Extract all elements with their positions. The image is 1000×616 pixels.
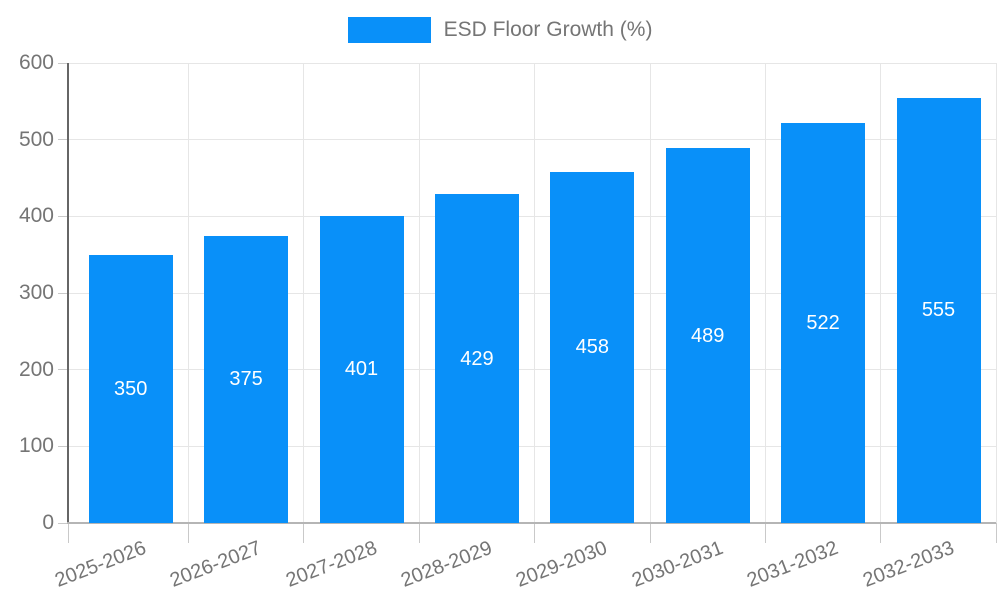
- bar-value-label: 522: [806, 311, 840, 334]
- bar: [319, 215, 404, 523]
- bar: [665, 148, 750, 523]
- y-tick-mark: [58, 445, 68, 447]
- bar: [434, 194, 519, 523]
- x-gridline: [418, 63, 420, 523]
- y-axis-tick-label: 0: [42, 511, 54, 534]
- bar-value-label: 350: [114, 377, 148, 400]
- y-gridline: [68, 215, 997, 217]
- y-gridline: [68, 139, 997, 141]
- x-tick-mark: [303, 523, 305, 543]
- y-axis-line: [67, 63, 69, 523]
- x-tick-mark: [880, 523, 882, 543]
- y-tick-mark: [58, 522, 68, 524]
- plot-area: 0 100 200 300 400 500 600 350 2025-2026 375 2026-2…: [18, 51, 997, 592]
- y-axis-tick-label: 500: [18, 127, 54, 151]
- x-gridline: [534, 63, 536, 523]
- bar-value-label: 375: [229, 368, 263, 391]
- x-gridline: [303, 63, 305, 523]
- y-axis-tick-label: 200: [18, 357, 54, 381]
- y-tick-mark: [58, 292, 68, 294]
- bar-value-label: 555: [921, 299, 956, 322]
- y-gridline: [68, 292, 997, 294]
- legend-series-label: ESD Floor Growth (%): [443, 18, 653, 41]
- y-axis-tick-label: 100: [18, 434, 54, 458]
- y-tick-mark: [58, 215, 68, 217]
- x-gridline: [187, 63, 189, 523]
- y-tick-mark: [58, 139, 68, 141]
- bar-chart-canvas: ESD Floor Growth (%) 0 100 200 300 400 500 600…: [0, 17, 1000, 592]
- bar: [88, 254, 173, 523]
- bar-value-label: 429: [460, 347, 494, 370]
- y-gridline: [68, 62, 997, 64]
- bar: [896, 97, 981, 523]
- y-gridline: [68, 445, 997, 447]
- bar: [204, 235, 289, 523]
- bar-value-label: 489: [691, 324, 725, 347]
- x-tick-mark: [67, 523, 69, 543]
- x-tick-mark: [995, 523, 997, 543]
- x-tick-mark: [418, 523, 420, 543]
- x-gridline: [995, 63, 997, 523]
- y-axis-tick-label: 600: [18, 51, 54, 74]
- x-gridline: [880, 63, 882, 523]
- bar: [550, 171, 635, 523]
- x-axis-line: [67, 522, 997, 524]
- x-tick-mark: [649, 523, 651, 543]
- x-tick-mark: [534, 523, 536, 543]
- legend-color-swatch: [347, 17, 431, 43]
- bar: [781, 122, 866, 523]
- bar-value-label: 401: [344, 358, 379, 381]
- x-tick-mark: [187, 523, 189, 543]
- x-gridline: [764, 63, 766, 523]
- y-axis-tick-label: 400: [18, 204, 54, 228]
- y-gridline: [68, 369, 997, 371]
- y-tick-mark: [58, 369, 68, 371]
- bar-value-label: 458: [575, 336, 609, 359]
- x-gridline: [649, 63, 651, 523]
- y-axis-tick-label: 300: [18, 281, 54, 304]
- chart-legend: ESD Floor Growth (%): [0, 17, 1000, 43]
- x-tick-mark: [764, 523, 766, 543]
- y-tick-mark: [58, 62, 68, 64]
